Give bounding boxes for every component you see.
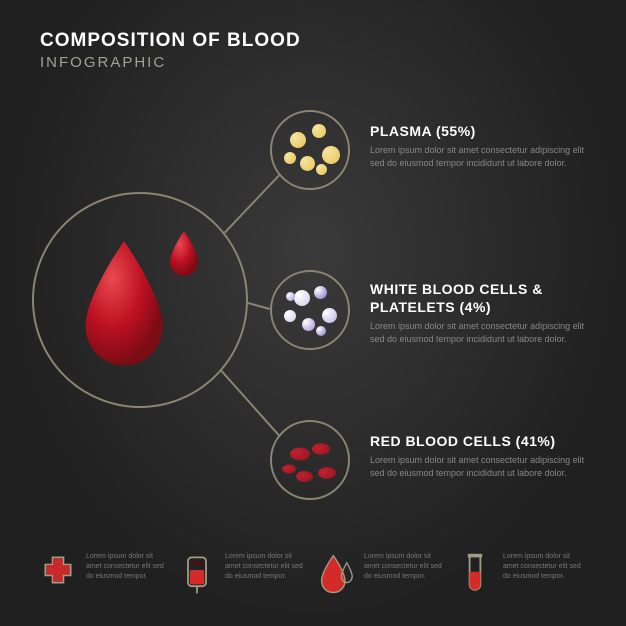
cell-dot (322, 308, 337, 323)
component-text: PLASMA (55%) Lorem ipsum dolor sit amet c… (370, 122, 600, 169)
bottom-item-cross: Lorem ipsum dolor sit amet consectetur e… (40, 552, 169, 596)
cell-dot (280, 463, 297, 474)
cell-dot (286, 292, 295, 301)
component-title: PLASMA (55%) (370, 122, 600, 140)
component-circle (270, 270, 350, 350)
cell-dot (302, 318, 315, 331)
bottom-desc: Lorem ipsum dolor sit amet consectetur e… (503, 552, 586, 581)
page-title: COMPOSITION OF BLOOD (40, 30, 301, 52)
cell-dot (314, 286, 327, 299)
connector-line (248, 302, 270, 309)
component-desc: Lorem ipsum dolor sit amet consectetur a… (370, 454, 600, 479)
blood-drop-icon (318, 552, 354, 596)
bottom-desc: Lorem ipsum dolor sit amet consectetur e… (225, 552, 308, 581)
bottom-icon-row: Lorem ipsum dolor sit amet consectetur e… (40, 552, 586, 596)
cell-dot (300, 156, 315, 171)
connector-line (224, 175, 279, 233)
cell-dot (288, 446, 312, 462)
cell-dot (294, 470, 315, 484)
cell-dot (316, 164, 327, 175)
bottom-item-bag: Lorem ipsum dolor sit amet consectetur e… (179, 552, 308, 596)
cell-dot (294, 290, 310, 306)
page-subtitle: INFOGRAPHIC (40, 54, 301, 71)
component-text: RED BLOOD CELLS (41%) Lorem ipsum dolor s… (370, 432, 600, 479)
small-blood-drop-icon (164, 229, 204, 277)
component-desc: Lorem ipsum dolor sit amet consectetur a… (370, 144, 600, 169)
connector-line (221, 370, 280, 436)
cell-dot (322, 146, 340, 164)
blood-drop-icon (69, 234, 179, 369)
cell-dot (284, 152, 296, 164)
bottom-item-tube: Lorem ipsum dolor sit amet consectetur e… (457, 552, 586, 596)
header: COMPOSITION OF BLOOD INFOGRAPHIC (40, 30, 301, 71)
bottom-desc: Lorem ipsum dolor sit amet consectetur e… (86, 552, 169, 581)
component-title: WHITE BLOOD CELLS & PLATELETS (4%) (370, 280, 600, 316)
cross-icon (40, 552, 76, 596)
cell-dot (290, 132, 306, 148)
component-desc: Lorem ipsum dolor sit amet consectetur a… (370, 320, 600, 345)
main-blood-circle (32, 192, 248, 408)
cell-dot (312, 124, 326, 138)
cell-dot (310, 442, 332, 456)
component-circle (270, 420, 350, 500)
cell-dot (284, 310, 296, 322)
blood-bag-icon (179, 552, 215, 596)
component-text: WHITE BLOOD CELLS & PLATELETS (4%) Lorem … (370, 280, 600, 346)
bottom-desc: Lorem ipsum dolor sit amet consectetur e… (364, 552, 447, 581)
bottom-item-drop: Lorem ipsum dolor sit amet consectetur e… (318, 552, 447, 596)
component-circle (270, 110, 350, 190)
cell-dot (316, 326, 326, 336)
test-tube-icon (457, 552, 493, 596)
cell-dot (316, 466, 338, 480)
component-title: RED BLOOD CELLS (41%) (370, 432, 600, 450)
